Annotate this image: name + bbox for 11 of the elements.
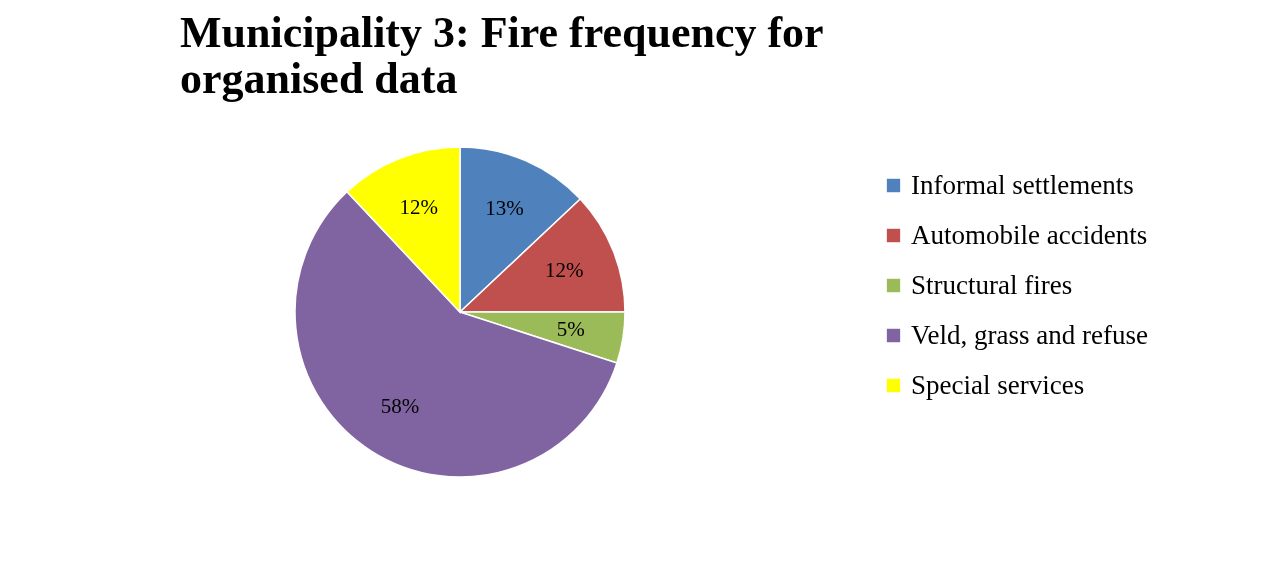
legend-label: Special services xyxy=(911,369,1085,400)
data-label: 5% xyxy=(556,316,585,341)
chart-title: Municipality 3: Fire frequency for organised data xyxy=(180,8,824,103)
legend-label: Automobile accidents xyxy=(911,219,1148,250)
data-label: 13% xyxy=(485,196,524,221)
data-label: 12% xyxy=(399,194,438,219)
data-label: 12% xyxy=(545,257,584,282)
data-label: 58% xyxy=(380,393,420,418)
legend-label: Veld, grass and refuse xyxy=(911,319,1148,350)
legend-label: Informal settlements xyxy=(911,169,1134,200)
legend-label: Structural fires xyxy=(911,269,1073,300)
